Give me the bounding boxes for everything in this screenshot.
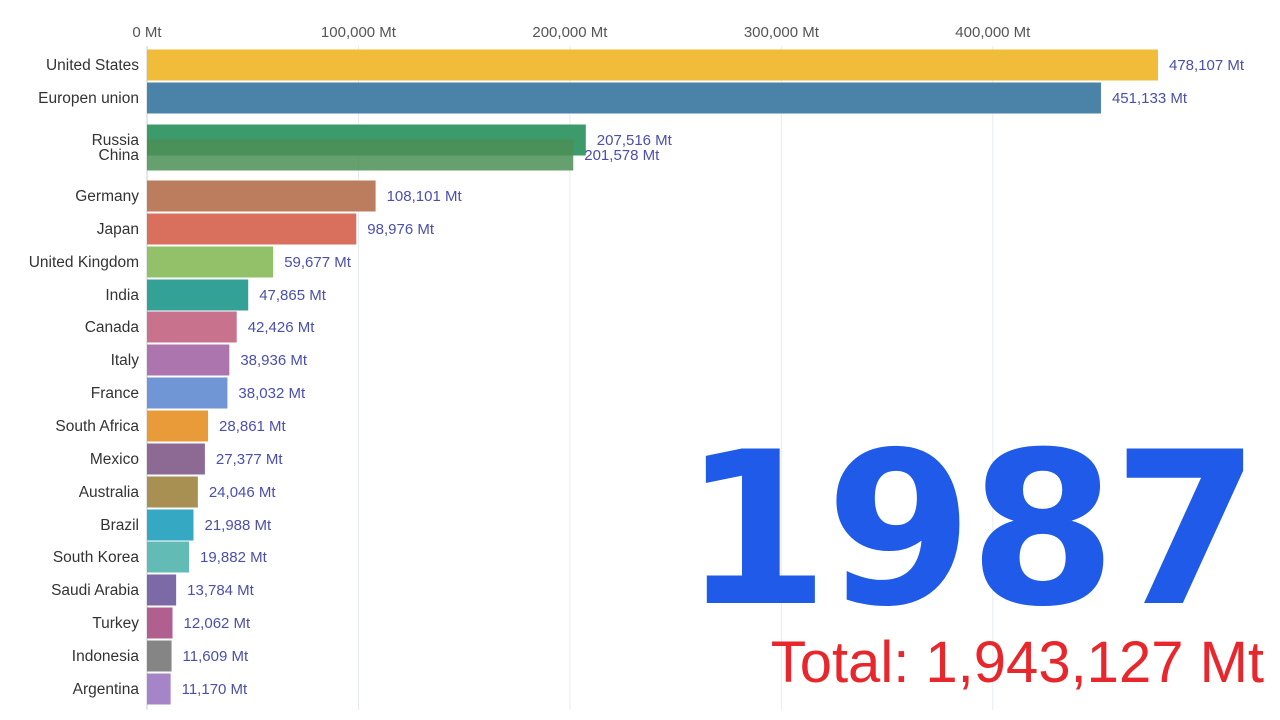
bar <box>147 509 194 541</box>
bar <box>147 279 249 311</box>
x-axis-ticks: 0 Mt 100,000 Mt 200,000 Mt 300,000 Mt 400,00… <box>132 24 1031 41</box>
x-tick-label: 0 Mt <box>132 24 162 41</box>
category-label: Canada <box>85 319 140 336</box>
bar <box>147 443 205 475</box>
category-label: Italy <box>111 352 140 369</box>
bars <box>147 49 1158 705</box>
bar <box>147 476 198 508</box>
bar <box>147 673 171 705</box>
x-tick-label: 300,000 Mt <box>744 24 820 41</box>
category-label: Mexico <box>90 451 139 468</box>
category-label: India <box>105 287 139 304</box>
value-label: 98,976 Mt <box>367 221 435 238</box>
bar <box>147 574 177 606</box>
bar <box>147 82 1101 114</box>
category-label: South Korea <box>53 549 140 566</box>
value-label: 201,578 Mt <box>584 147 660 164</box>
category-label: Indonesia <box>72 648 140 665</box>
value-label: 24,046 Mt <box>209 484 277 501</box>
category-label: United Kingdom <box>29 254 139 271</box>
bar <box>147 180 376 212</box>
category-label: South Africa <box>55 418 139 435</box>
category-label: Japan <box>97 221 139 238</box>
value-label: 21,988 Mt <box>204 517 272 534</box>
category-label: China <box>99 147 140 164</box>
x-tick-label: 400,000 Mt <box>955 24 1031 41</box>
bar <box>147 607 173 639</box>
bar <box>147 410 209 442</box>
value-label: 11,609 Mt <box>183 648 249 665</box>
category-label: Europen union <box>38 90 139 107</box>
category-label: Saudi Arabia <box>51 582 139 599</box>
category-label: Germany <box>75 188 139 205</box>
bar <box>147 541 190 573</box>
bar <box>147 49 1158 81</box>
value-label: 19,882 Mt <box>200 549 268 566</box>
value-label: 478,107 Mt <box>1169 57 1245 74</box>
x-tick-label: 200,000 Mt <box>532 24 608 41</box>
category-label: Argentina <box>73 681 140 698</box>
bar <box>147 377 228 409</box>
value-label: 12,062 Mt <box>184 615 252 632</box>
category-label: Russia <box>92 132 140 149</box>
total-label: Total: 1,943,127 Mt <box>770 630 1264 695</box>
bar <box>147 311 237 343</box>
bar <box>147 139 574 171</box>
value-label: 27,377 Mt <box>216 451 284 468</box>
value-label: 28,861 Mt <box>219 418 287 435</box>
value-label: 108,101 Mt <box>387 188 463 205</box>
value-label: 38,032 Mt <box>238 385 306 402</box>
bar <box>147 246 274 278</box>
category-label: Brazil <box>100 517 139 534</box>
value-label: 11,170 Mt <box>182 681 248 698</box>
value-label: 38,936 Mt <box>240 352 308 369</box>
value-label: 47,865 Mt <box>259 287 327 304</box>
year-label: 1987 <box>681 406 1260 653</box>
value-label: 451,133 Mt <box>1112 90 1188 107</box>
value-label: 59,677 Mt <box>284 254 352 271</box>
bar <box>147 213 357 245</box>
category-label: Turkey <box>92 615 139 632</box>
category-label: United States <box>46 57 139 74</box>
value-label: 207,516 Mt <box>597 132 673 149</box>
category-label: Australia <box>79 484 140 501</box>
bar <box>147 344 230 376</box>
bar <box>147 640 172 672</box>
value-label: 42,426 Mt <box>248 319 316 336</box>
category-label: France <box>91 385 139 402</box>
value-label: 13,784 Mt <box>187 582 255 599</box>
x-tick-label: 100,000 Mt <box>321 24 397 41</box>
